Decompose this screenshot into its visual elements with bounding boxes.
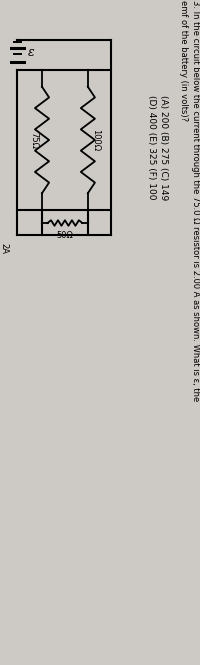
Text: 50Ω: 50Ω <box>57 231 73 240</box>
Text: ε: ε <box>28 45 35 59</box>
Text: (D) 400 (E) 325 (F) 100: (D) 400 (E) 325 (F) 100 <box>147 95 156 200</box>
Text: 100Ω: 100Ω <box>92 129 101 151</box>
Text: emf of the battery (in volts)?: emf of the battery (in volts)? <box>179 0 188 121</box>
Text: 3. In the circuit below the current through the 75.0 Ω resistor is 2.00 A as sho: 3. In the circuit below the current thro… <box>191 0 200 401</box>
Text: (A) 200 (B) 275 (C) 149: (A) 200 (B) 275 (C) 149 <box>159 95 168 200</box>
Text: 2A: 2A <box>0 243 8 253</box>
Text: 75Ω: 75Ω <box>29 132 38 148</box>
